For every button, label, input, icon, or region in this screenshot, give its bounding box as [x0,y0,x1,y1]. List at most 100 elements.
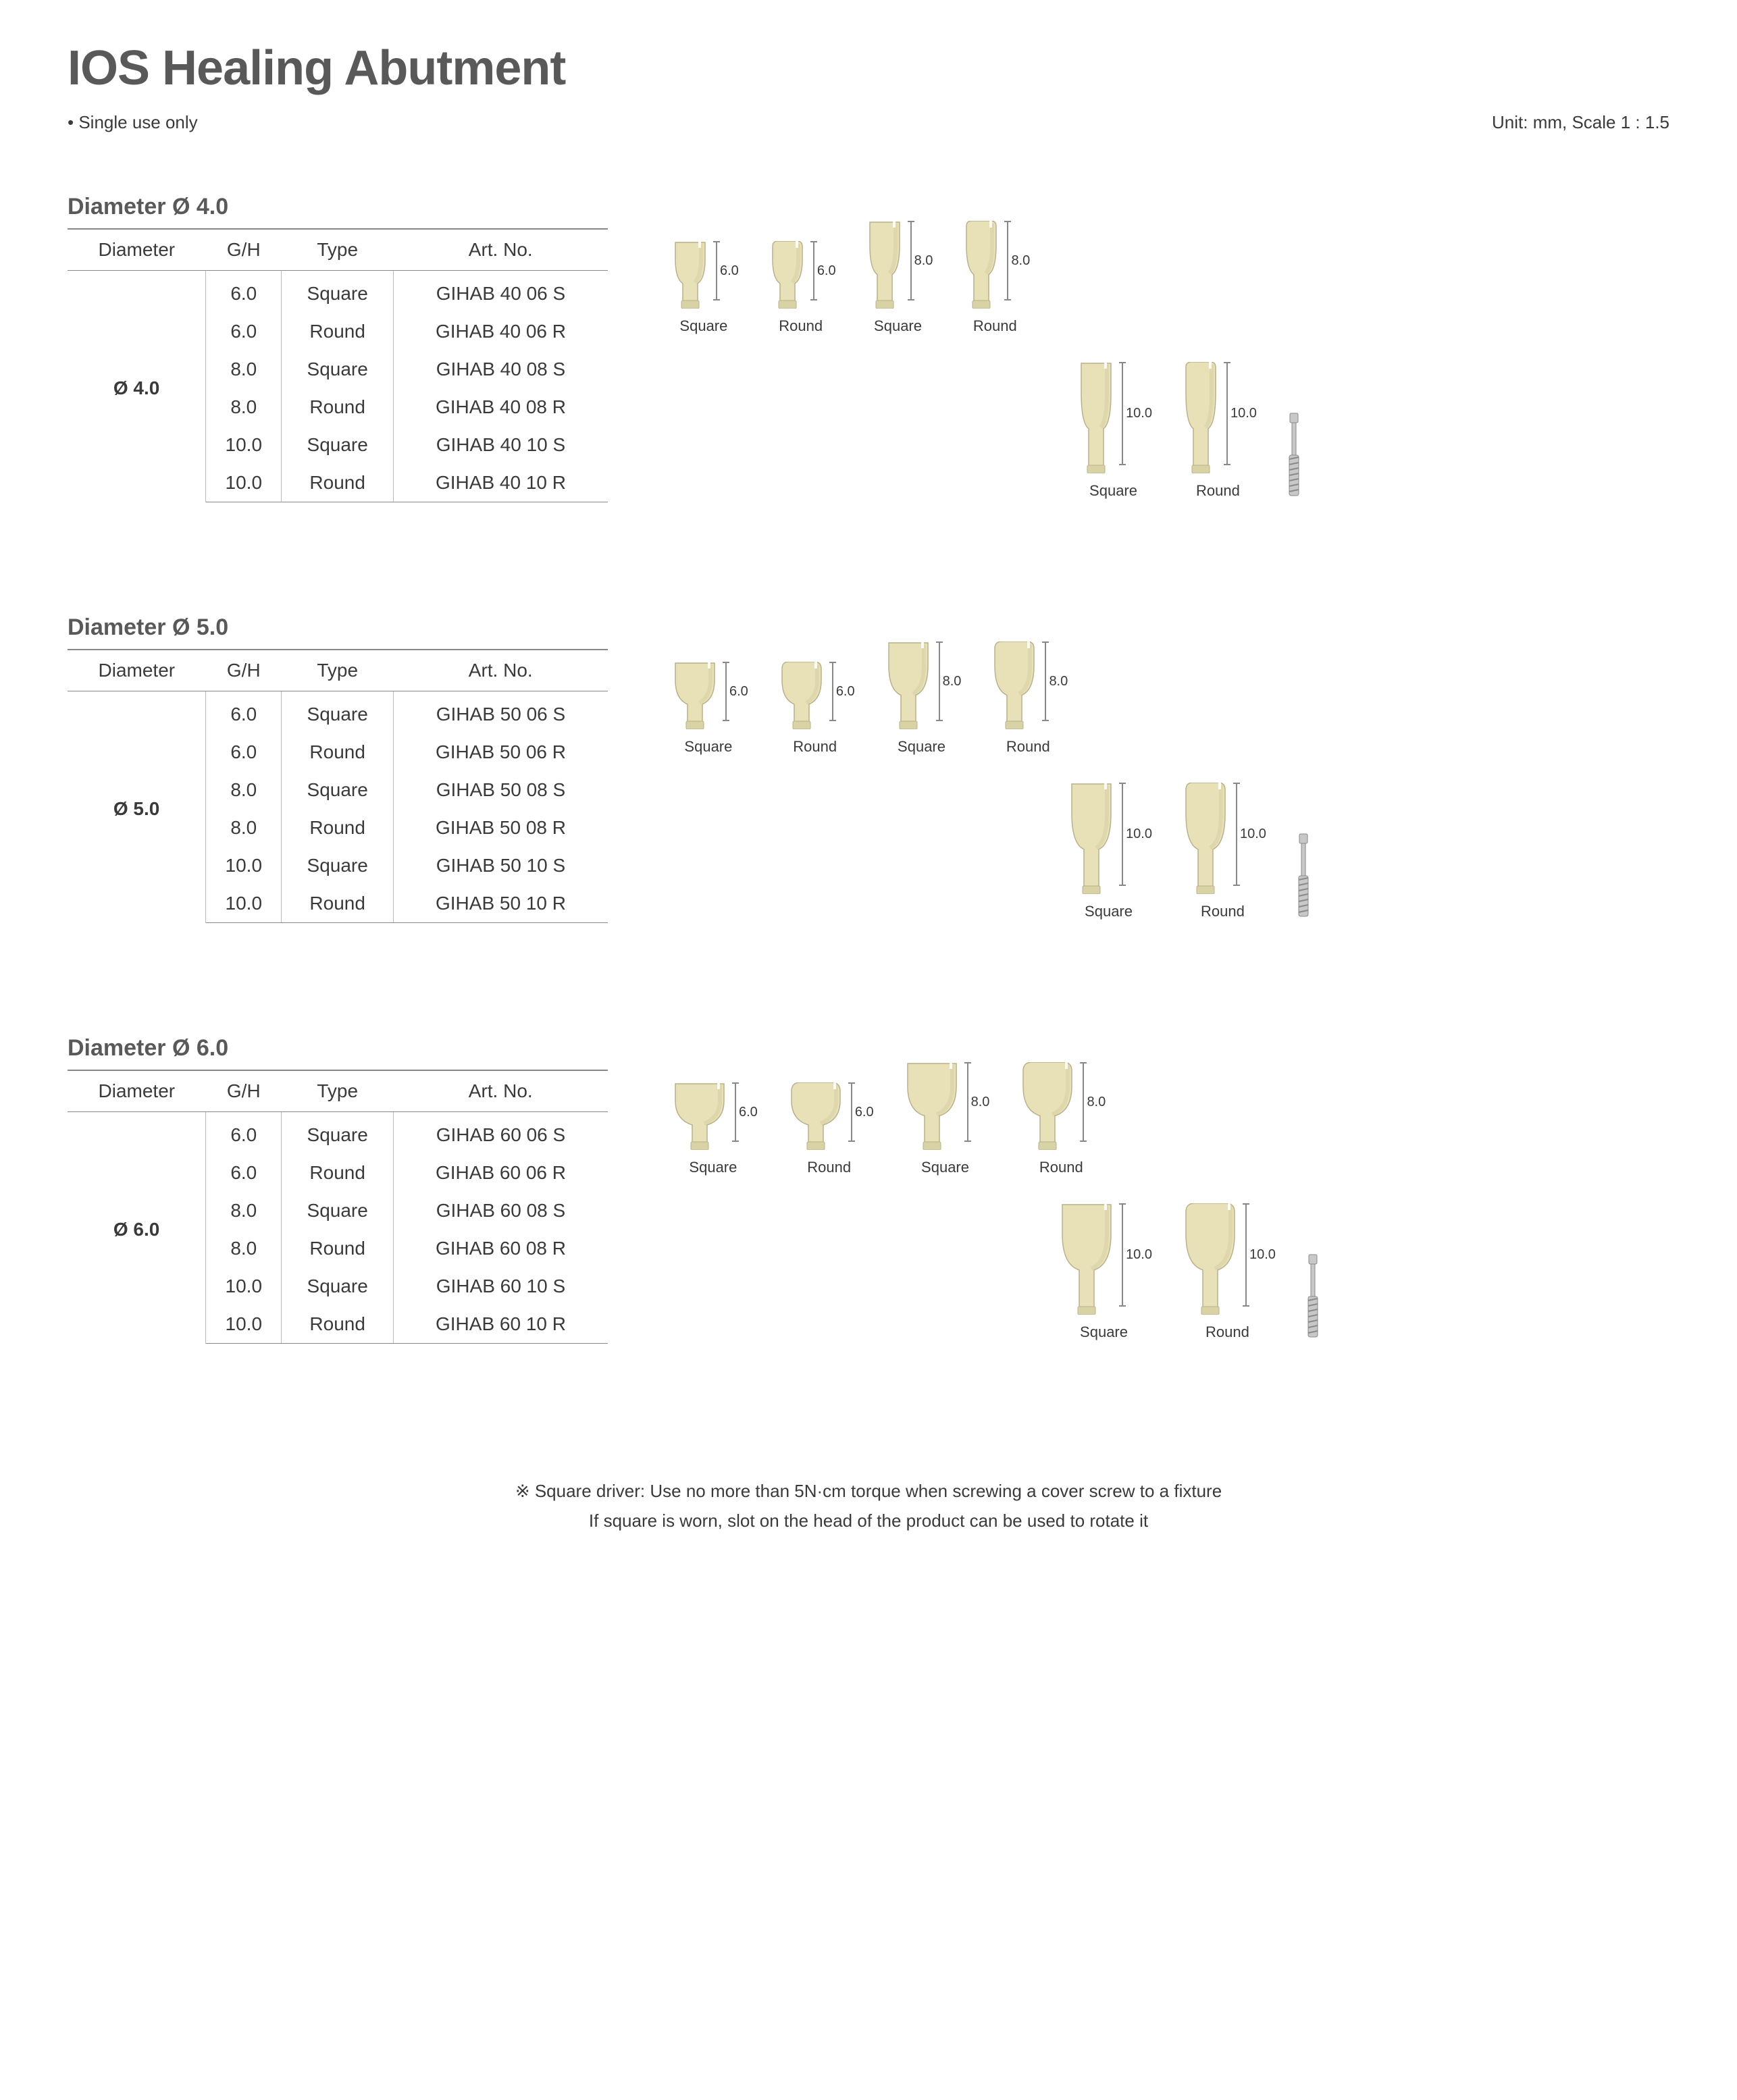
abutment-label: Square [921,1159,969,1176]
artno-cell: GIHAB 50 08 R [393,809,608,847]
product-table: Diameter G/H Type Art. No. Ø 5.06.0Squar… [68,649,608,923]
dimension-value: 10.0 [1126,1247,1152,1263]
abutment-icon [1074,362,1118,477]
illustration-row: 10.0 Square 10.0 [669,783,1669,920]
artno-cell: GIHAB 40 06 S [393,271,608,313]
abutment-label: Square [1085,903,1133,920]
table-row: Ø 4.06.0SquareGIHAB 40 06 S [68,271,608,313]
th-diameter: Diameter [68,1070,206,1112]
section: Diameter Ø 4.0 Diameter G/H Type Art. No… [68,194,1669,527]
abutment-item: 10.0 Square [1074,362,1152,500]
dimension-indicator: 8.0 [910,221,933,300]
note-right: Unit: mm, Scale 1 : 1.5 [1492,112,1669,133]
th-gh: G/H [206,650,282,691]
dimension-indicator: 6.0 [813,241,836,300]
product-table: Diameter G/H Type Art. No. Ø 6.06.0Squar… [68,1070,608,1344]
abutment-label: Square [874,317,922,335]
abutment-label: Round [1006,738,1050,756]
abutment-icon [988,641,1041,733]
abutment-label: Round [793,738,837,756]
type-cell: Square [282,771,394,809]
type-cell: Round [282,464,394,502]
illustration-row: 6.0 Square 6.0 [669,1062,1669,1176]
illustration-group: 6.0 Square 6.0 [669,194,1669,527]
dimension-indicator: 6.0 [716,241,739,300]
artno-cell: GIHAB 60 06 R [393,1154,608,1192]
dimension-indicator: 6.0 [725,662,748,721]
type-cell: Square [282,1192,394,1230]
type-cell: Square [282,1267,394,1305]
abutment-label: Round [1205,1323,1249,1341]
gh-cell: 10.0 [206,1305,282,1344]
illustration-row: 10.0 Square 10.0 [669,1203,1669,1341]
abutment-label: Square [684,738,732,756]
abutment-icon [669,241,712,312]
dimension-indicator: 8.0 [939,641,962,721]
th-gh: G/H [206,1070,282,1112]
illustration-row: 10.0 Square 10.0 [669,362,1669,500]
dimension-value: 6.0 [836,684,855,700]
section-title: Diameter Ø 6.0 [68,1035,608,1061]
th-artno: Art. No. [393,229,608,271]
screw-icon [1284,412,1304,500]
abutment-item: 8.0 Square [901,1062,990,1176]
dimension-indicator: 6.0 [851,1082,874,1142]
dimension-value: 10.0 [1240,826,1266,842]
artno-cell: GIHAB 50 10 R [393,885,608,923]
gh-cell: 10.0 [206,847,282,885]
footnote-line1: ※ Square driver: Use no more than 5N·cm … [68,1476,1669,1506]
dimension-value: 8.0 [971,1095,990,1110]
table-row: Ø 5.06.0SquareGIHAB 50 06 S [68,691,608,734]
abutment-icon [775,662,828,733]
dimension-indicator: 8.0 [1007,221,1030,300]
dimension-indicator: 10.0 [1245,1203,1276,1307]
gh-cell: 8.0 [206,1192,282,1230]
note-left: • Single use only [68,112,198,133]
gh-cell: 10.0 [206,885,282,923]
illustration-group: 6.0 Square 6.0 [669,614,1669,947]
type-cell: Square [282,1112,394,1155]
section-title: Diameter Ø 4.0 [68,194,608,220]
abutment-label: Square [1089,482,1137,500]
diameter-cell: Ø 5.0 [68,691,206,923]
gh-cell: 10.0 [206,426,282,464]
abutment-icon [1065,783,1118,897]
dimension-value: 8.0 [943,674,962,689]
abutment-label: Round [1196,482,1240,500]
gh-cell: 8.0 [206,1230,282,1267]
type-cell: Round [282,1230,394,1267]
diameter-cell: Ø 4.0 [68,271,206,502]
artno-cell: GIHAB 40 08 R [393,388,608,426]
dimension-value: 6.0 [817,263,836,279]
type-cell: Round [282,885,394,923]
dimension-value: 8.0 [1087,1095,1106,1110]
diameter-cell: Ø 6.0 [68,1112,206,1344]
page-title: IOS Healing Abutment [68,41,1669,96]
dimension-indicator: 10.0 [1122,1203,1152,1307]
dimension-indicator: 8.0 [1045,641,1068,721]
gh-cell: 6.0 [206,1112,282,1155]
artno-cell: GIHAB 60 08 R [393,1230,608,1267]
type-cell: Round [282,809,394,847]
abutment-item: 10.0 Square [1056,1203,1152,1341]
abutment-icon [669,662,721,733]
abutment-icon [766,241,809,312]
abutment-item: 6.0 Square [669,662,748,756]
screw-icon [1293,833,1314,920]
gh-cell: 8.0 [206,809,282,847]
artno-cell: GIHAB 50 08 S [393,771,608,809]
abutment-label: Square [679,317,727,335]
type-cell: Square [282,847,394,885]
type-cell: Square [282,271,394,313]
abutment-label: Round [779,317,823,335]
gh-cell: 6.0 [206,313,282,350]
dimension-value: 10.0 [1230,406,1257,421]
abutment-label: Round [807,1159,851,1176]
artno-cell: GIHAB 50 10 S [393,847,608,885]
abutment-icon [1016,1062,1079,1153]
th-type: Type [282,1070,394,1112]
artno-cell: GIHAB 60 10 R [393,1305,608,1344]
abutment-item: 6.0 Square [669,1082,758,1176]
dimension-value: 8.0 [914,253,933,269]
gh-cell: 8.0 [206,771,282,809]
